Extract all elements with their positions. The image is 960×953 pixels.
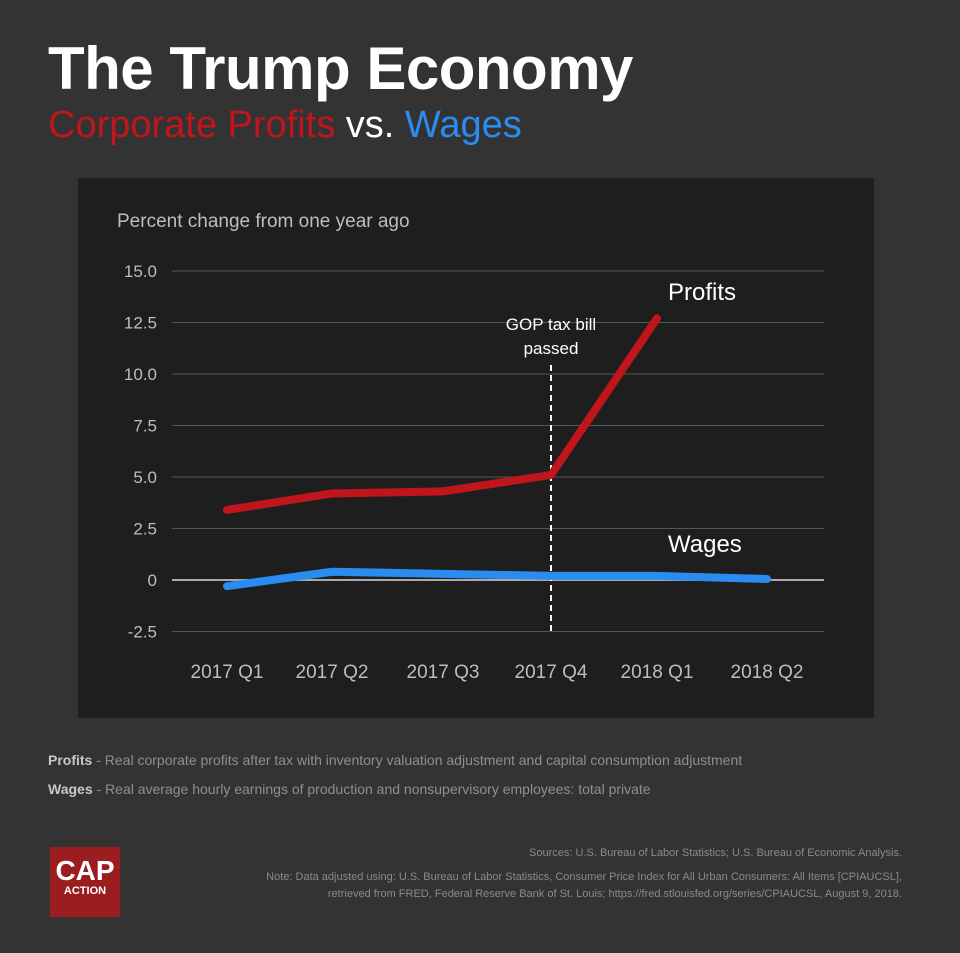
note-wages: Wages - Real average hourly earnings of … bbox=[48, 781, 651, 797]
series-wages-line bbox=[223, 567, 771, 591]
data-note-line2: retrieved from FRED, Federal Reserve Ban… bbox=[327, 888, 902, 900]
y-tick-label: 5.0 bbox=[133, 468, 157, 487]
x-tick-label: 2018 Q1 bbox=[621, 662, 694, 683]
legend-profits: Profits bbox=[668, 279, 736, 306]
note-wages-label: Wages bbox=[48, 781, 93, 797]
subtitle-wages: Wages bbox=[404, 104, 522, 146]
chart-panel bbox=[78, 178, 874, 718]
annotation-line1: GOP tax bill bbox=[506, 315, 596, 334]
y-tick-label: 7.5 bbox=[133, 417, 157, 436]
subtitle-vs: vs. bbox=[345, 104, 395, 146]
series-profits-line bbox=[223, 314, 661, 514]
y-tick-label: 12.5 bbox=[124, 314, 157, 333]
y-tick-label: 15.0 bbox=[124, 262, 157, 281]
cap-action-logo: CAP ACTION bbox=[50, 847, 120, 917]
page-title: The Trump Economy bbox=[48, 35, 633, 102]
y-axis-label: Percent change from one year ago bbox=[117, 211, 410, 232]
y-tick-label: 2.5 bbox=[133, 520, 157, 539]
subtitle: Corporate Profits vs. Wages bbox=[48, 104, 522, 147]
legend-wages: Wages bbox=[668, 531, 742, 558]
x-tick-label: 2017 Q1 bbox=[191, 662, 264, 683]
note-wages-text: - Real average hourly earnings of produc… bbox=[92, 781, 651, 797]
subtitle-profits: Corporate Profits bbox=[48, 104, 336, 146]
note-profits: Profits - Real corporate profits after t… bbox=[48, 752, 742, 768]
sources: Sources: U.S. Bureau of Labor Statistics… bbox=[529, 847, 902, 859]
note-profits-label: Profits bbox=[48, 752, 93, 768]
y-tick-label: -2.5 bbox=[128, 623, 157, 642]
x-tick-label: 2017 Q4 bbox=[515, 662, 588, 683]
data-note-line1: Note: Data adjusted using: U.S. Bureau o… bbox=[266, 871, 902, 883]
data-note: Note: Data adjusted using: U.S. Bureau o… bbox=[266, 869, 902, 903]
logo-top: CAP bbox=[55, 855, 115, 886]
note-profits-text: - Real corporate profits after tax with … bbox=[92, 752, 743, 768]
logo-bottom: ACTION bbox=[63, 885, 107, 897]
x-tick-label: 2017 Q3 bbox=[407, 662, 480, 683]
x-tick-label: 2018 Q2 bbox=[731, 662, 804, 683]
y-tick-label: 0 bbox=[148, 571, 157, 590]
x-tick-label: 2017 Q2 bbox=[296, 662, 369, 683]
y-tick-label: 10.0 bbox=[124, 365, 157, 384]
annotation-line2: passed bbox=[524, 339, 579, 358]
